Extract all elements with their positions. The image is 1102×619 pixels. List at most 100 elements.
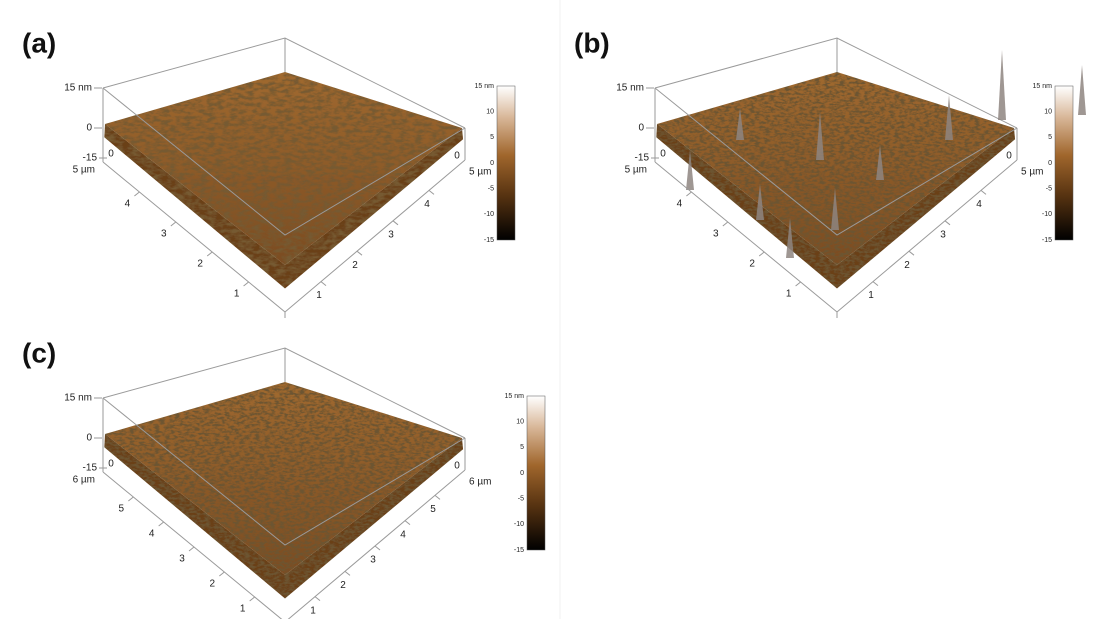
colorbar-label: 5 [1048,134,1052,141]
y-origin-label: 0 [454,151,460,162]
y-tick [428,190,435,195]
colorbar-label: -10 [484,211,494,218]
colorbar [496,85,516,241]
colorbar-label: 15 nm [505,393,525,400]
y-tick [434,494,441,500]
y-tick-label: 3 [370,555,376,566]
panel-label: (c) [22,337,56,368]
spike [1078,65,1086,115]
x-tick [170,221,177,227]
colorbar-label: 10 [486,109,494,116]
colorbar-label: -15 [484,237,494,244]
x-tick [249,596,255,602]
spike [736,108,744,140]
y-tick [404,520,411,526]
z-tick-label: 15 nm [64,393,92,404]
colorbar-label: -10 [1042,211,1052,218]
x-end-label: 6 µm [73,475,95,486]
afm-panel: (c) 15 nm 0 -15 0 6 µm 1 2 3 4 5 0 6 µm 1 2 3 4 5 15 nm 10 5… [22,337,546,619]
colorbar-label: 10 [1044,109,1052,116]
colorbar-label: 15 nm [1033,83,1053,90]
colorbar-label: 0 [490,160,494,167]
x-tick-label: 5 [119,504,125,515]
z-tick-label: 0 [86,433,92,444]
x-tick-label: 3 [179,554,185,565]
y-tick [374,545,381,551]
y-tick [944,220,951,226]
y-origin-label: 0 [1006,151,1012,162]
z-tick-label: -15 [83,153,98,164]
y-tick-label: 1 [316,290,322,301]
y-tick [980,190,987,195]
x-origin-label: 0 [660,149,666,160]
x-tick-label: 1 [786,289,792,300]
y-tick-label: 4 [400,529,406,540]
box-edge [102,397,466,546]
z-tick-label: -15 [635,153,650,164]
spike [831,188,839,230]
x-end-label: 5 µm [73,165,95,176]
box-edge [654,87,1018,236]
spike [816,112,824,160]
colorbar-label: 0 [1048,160,1052,167]
x-tick-label: 2 [197,259,203,270]
spike [756,184,764,220]
x-tick [722,221,729,227]
x-end-label: 5 µm [625,165,647,176]
x-tick [206,251,213,257]
colorbar-label: 10 [516,419,524,426]
x-tick [188,546,195,552]
y-tick-label: 2 [352,260,358,271]
colorbar-label: -15 [514,547,524,554]
y-tick-label: 2 [904,260,910,271]
x-tick [243,281,249,287]
y-end-label: 5 µm [1021,167,1043,178]
surface [105,382,462,575]
spike [876,145,884,180]
surface [105,72,462,265]
x-tick [686,191,692,197]
x-origin-label: 0 [108,459,114,470]
z-tick-label: 0 [638,123,644,134]
y-tick-label: 1 [868,290,874,301]
colorbar [1054,85,1074,241]
surface [657,72,1014,265]
x-tick-label: 3 [713,229,719,240]
spike [786,218,794,258]
colorbar-label: 5 [490,134,494,141]
y-tick-label: 5 [430,504,436,515]
colorbar-label: 5 [520,444,524,451]
spike [945,95,953,140]
y-tick [872,281,879,286]
y-tick [392,220,399,226]
y-tick [356,250,363,256]
colorbar [526,395,546,551]
x-tick-label: 1 [234,289,240,300]
colorbar-label: 0 [520,470,524,477]
x-tick [158,521,164,527]
colorbar-label: -10 [514,521,524,528]
panel-label: (a) [22,27,56,58]
colorbar-label: -5 [1046,186,1052,193]
x-tick-label: 3 [161,229,167,240]
y-origin-label: 0 [454,461,460,472]
y-tick-label: 3 [388,229,394,240]
y-tick-label: 4 [976,199,982,210]
spike [686,150,694,190]
y-tick [344,570,351,576]
x-tick [758,251,765,257]
x-tick [128,496,134,502]
y-tick [908,250,915,256]
y-end-label: 5 µm [469,167,491,178]
colorbar-label: 15 nm [475,83,495,90]
spike [998,50,1006,120]
y-tick-label: 3 [940,229,946,240]
colorbar-label: -5 [488,186,494,193]
z-tick-label: 0 [86,123,92,134]
y-tick-label: 2 [340,580,346,591]
panel-label: (b) [574,27,610,58]
x-tick [134,191,140,197]
